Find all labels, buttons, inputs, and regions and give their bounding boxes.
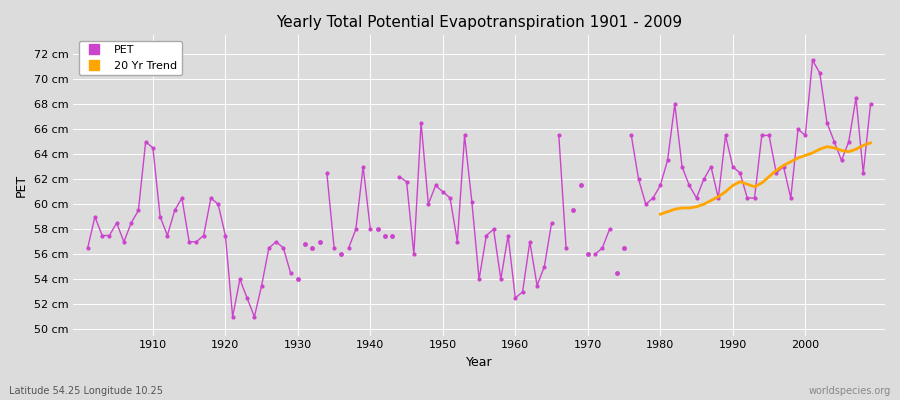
Y-axis label: PET: PET <box>15 174 28 197</box>
Text: worldspecies.org: worldspecies.org <box>809 386 891 396</box>
X-axis label: Year: Year <box>466 356 492 369</box>
Legend: PET, 20 Yr Trend: PET, 20 Yr Trend <box>78 41 182 75</box>
Title: Yearly Total Potential Evapotranspiration 1901 - 2009: Yearly Total Potential Evapotranspiratio… <box>276 15 682 30</box>
Text: Latitude 54.25 Longitude 10.25: Latitude 54.25 Longitude 10.25 <box>9 386 163 396</box>
